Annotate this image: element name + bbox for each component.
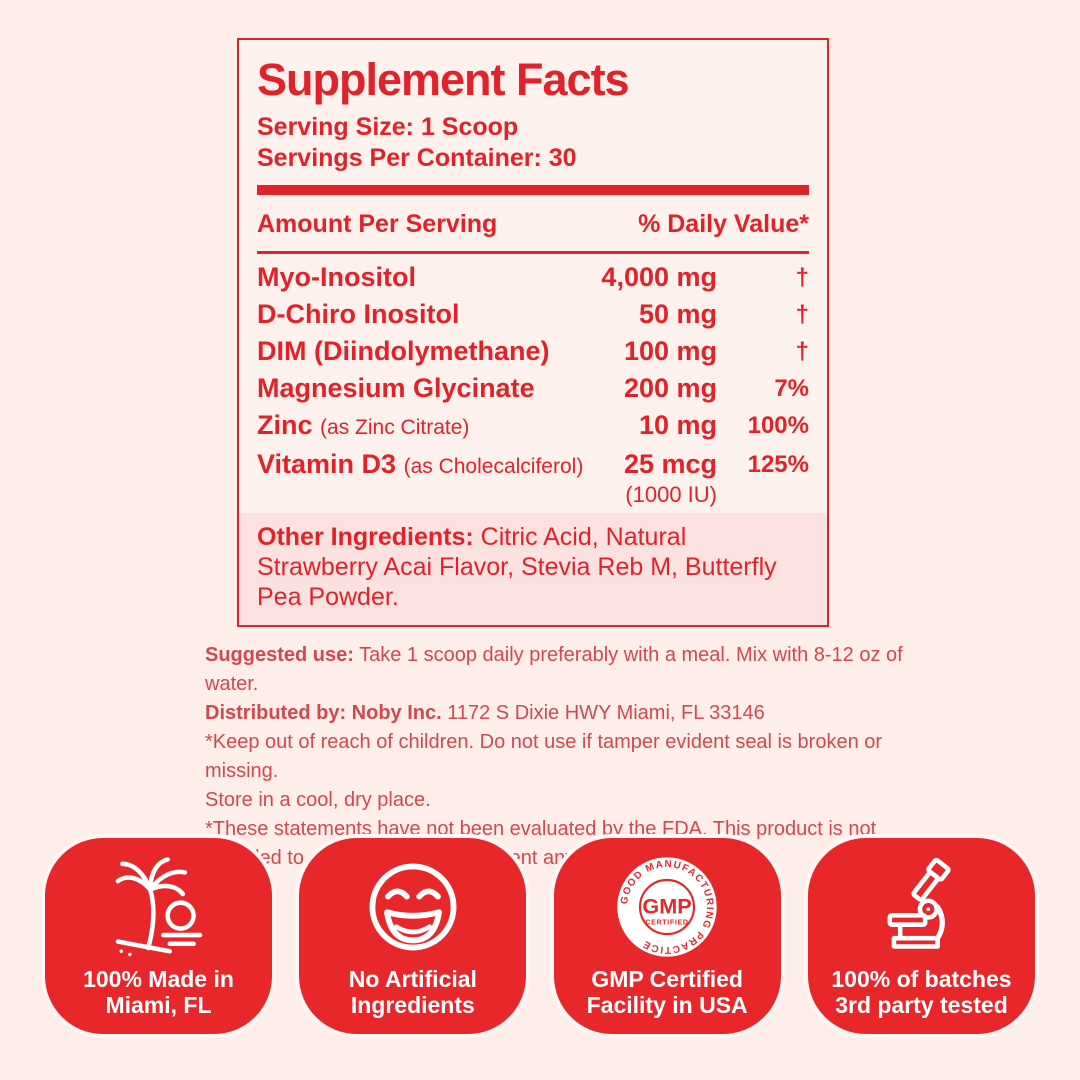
badge-third-party-tested: 100% of batches 3rd party tested: [807, 838, 1035, 1034]
suggested-use: Suggested use: Take 1 scoop daily prefer…: [205, 644, 903, 695]
laughing-face-icon: [361, 848, 465, 966]
table-row: Myo-Inositol 4,000 mg †: [257, 259, 809, 296]
ingredient-amount: 100 mg: [623, 336, 717, 367]
thick-divider: [257, 185, 809, 196]
serving-size: Serving Size: 1 Scoop: [257, 113, 519, 142]
ingredient-dv: †: [795, 301, 809, 329]
supplement-facts-panel: Supplement Facts Serving Size: 1 Scoop S…: [237, 38, 829, 627]
servings-per-container: Servings Per Container: 30: [257, 144, 577, 173]
facts-title: Supplement Facts: [257, 54, 630, 105]
ingredient-dv: 7%: [774, 375, 809, 403]
badge-made-in-miami: 100% Made in Miami, FL: [45, 838, 272, 1034]
ingredient-amount: 10 mg: [638, 410, 717, 441]
gmp-sub-text: CERTIFIED: [645, 918, 688, 926]
table-row: D-Chiro Inositol 50 mg †: [257, 296, 809, 333]
ingredient-amount: 25 mcg: [623, 449, 717, 480]
other-ingredients: Other Ingredients: Citric Acid, Natural …: [239, 513, 827, 625]
other-ingredients-text: Citric Acid, Natural Strawberry Acai Fla…: [257, 523, 777, 611]
ingredient-amount: 50 mg: [638, 299, 717, 330]
badge-no-artificial: No Artificial Ingredients: [299, 838, 527, 1034]
ingredient-name: Magnesium Glycinate: [257, 373, 535, 404]
storage-note: Store in a cool, dry place.: [205, 789, 431, 811]
ingredient-note: (as Cholecalciferol): [403, 455, 584, 479]
distributed-by: Distributed by: Noby Inc. 1172 S Dixie H…: [205, 702, 765, 724]
ingredient-amount-iu: (1000 IU): [625, 482, 717, 508]
ingredient-note: (as Zinc Citrate): [320, 416, 470, 440]
gmp-seal-icon: GOOD MANUFACTURING PRACTICE GMP CERTIFIE…: [613, 848, 721, 966]
badge-label: 100% of batches 3rd party tested: [831, 966, 1012, 1018]
other-ingredients-label: Other Ingredients:: [257, 523, 474, 551]
badge-gmp-certified: GOOD MANUFACTURING PRACTICE GMP CERTIFIE…: [553, 838, 781, 1034]
ingredient-dv: 125%: [747, 451, 809, 479]
children-warning: *Keep out of reach of children. Do not u…: [205, 731, 883, 782]
ingredient-name: Zinc: [257, 410, 313, 441]
gmp-center-text: GMP: [643, 893, 692, 918]
ingredient-name: Myo-Inositol: [257, 262, 416, 293]
ingredient-name: Vitamin D3: [257, 449, 397, 480]
ingredient-amount: 200 mg: [623, 373, 717, 404]
ingredient-name: D-Chiro Inositol: [257, 299, 460, 330]
table-row: Zinc (as Zinc Citrate) 10 mg 100%: [257, 407, 809, 446]
badge-row: 100% Made in Miami, FL No Artificial Ing…: [45, 838, 1035, 1034]
table-row: Vitamin D3 (as Cholecalciferol) 25 mcg (1…: [257, 446, 809, 507]
badge-label: GMP Certified Facility in USA: [586, 966, 748, 1018]
palm-tree-icon: [103, 848, 215, 966]
table-row: DIM (Diindolymethane) 100 mg †: [257, 333, 809, 370]
ingredient-dv: †: [795, 264, 809, 292]
badge-label: 100% Made in Miami, FL: [83, 966, 234, 1018]
table-header: Amount Per Serving % Daily Value*: [257, 195, 809, 251]
divider: [257, 251, 809, 255]
ingredient-dv: †: [795, 338, 809, 366]
ingredient-amount: 4,000 mg: [601, 262, 717, 293]
ingredient-name: DIM (Diindolymethane): [257, 336, 550, 367]
table-row: Magnesium Glycinate 200 mg 7%: [257, 370, 809, 407]
dv-column-header: % Daily Value*: [638, 210, 809, 239]
ingredient-dv: 100%: [747, 412, 809, 440]
badge-label: No Artificial Ingredients: [348, 966, 477, 1018]
amount-column-header: Amount Per Serving: [257, 210, 498, 239]
ingredient-table: Myo-Inositol 4,000 mg † D-Chiro Inositol…: [257, 254, 809, 520]
microscope-icon: [869, 848, 973, 966]
